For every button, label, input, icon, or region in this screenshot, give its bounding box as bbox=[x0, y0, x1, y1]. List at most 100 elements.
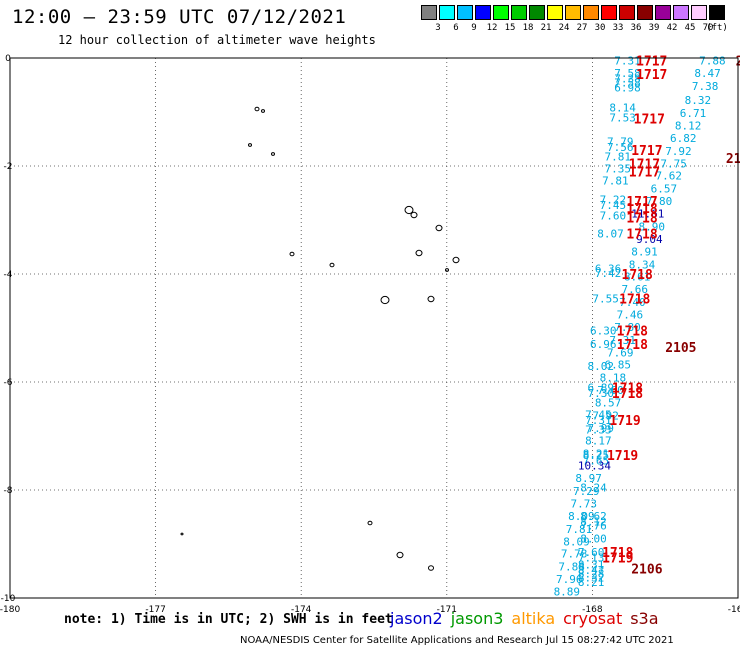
wave-height-value: 8.00 bbox=[580, 533, 607, 546]
wave-height-value: 7.38 bbox=[614, 73, 641, 86]
lat-tick-label: -6 bbox=[4, 378, 13, 388]
wave-height-value: 7.75 bbox=[660, 157, 687, 170]
wave-height-value: 7.96 bbox=[556, 573, 583, 586]
wave-height-value: 7.31 bbox=[585, 414, 612, 427]
satellite-jason2: jason2 bbox=[390, 609, 443, 628]
wave-height-value: 8.21 bbox=[578, 576, 605, 589]
legend-label: 45 bbox=[684, 23, 696, 33]
wave-height-value: 8.07 bbox=[597, 228, 624, 241]
legend-label: 33 bbox=[612, 23, 624, 33]
pass-time-label: 1719 bbox=[602, 552, 633, 567]
wave-height-value: 7.80 bbox=[646, 195, 673, 208]
lat-tick-label: -10 bbox=[1, 594, 16, 604]
wave-height-value: 7.29 bbox=[573, 485, 600, 498]
wave-height-value: 8.17 bbox=[585, 434, 612, 447]
lon-tick-label: -177 bbox=[145, 605, 165, 615]
wave-height-value: 7.99 bbox=[588, 422, 615, 435]
wave-height-value: 7.31 bbox=[609, 334, 636, 347]
wave-height-value: 7.62 bbox=[655, 170, 682, 183]
wave-height-value: 8.14 bbox=[609, 102, 636, 115]
wave-height-value: 8.21 bbox=[583, 447, 610, 460]
wave-height-value: 8.89 bbox=[554, 586, 581, 599]
legend-swatch bbox=[475, 5, 491, 20]
legend-label: 18 bbox=[522, 23, 534, 33]
lat-tick-label: -8 bbox=[4, 486, 13, 496]
wave-height-value: 7.55 bbox=[592, 292, 619, 305]
lat-lon-grid bbox=[10, 58, 738, 598]
pass-time-label: 1717 bbox=[634, 112, 665, 127]
legend-label: 6 bbox=[453, 23, 459, 33]
lat-tick-label: 0 bbox=[5, 54, 11, 64]
wave-height-value: 8.18 bbox=[600, 372, 627, 385]
pass-time-label: 1717 bbox=[629, 165, 660, 180]
islands bbox=[180, 106, 460, 571]
wave-height-value: 7.78 bbox=[561, 548, 588, 561]
pass-time-label: 1718 bbox=[626, 202, 657, 217]
page-title: 12:00 – 23:59 UTC 07/12/2021 bbox=[12, 6, 347, 28]
island-outline bbox=[415, 249, 423, 257]
wave-height-value: 8.57 bbox=[595, 397, 622, 410]
legend-swatch bbox=[583, 5, 599, 20]
legend-label: 27 bbox=[576, 23, 588, 33]
legend-unit: (ft) bbox=[706, 23, 728, 33]
pass-time-label: 1718 bbox=[626, 228, 657, 243]
wave-height-value: 8.62 bbox=[580, 510, 607, 523]
pass-time-label: 1718 bbox=[619, 292, 650, 307]
note-text: note: 1) Time is in UTC; 2) SWH is in fe… bbox=[64, 612, 393, 627]
wave-height-value: 7.66 bbox=[622, 283, 649, 296]
legend-swatch bbox=[565, 5, 581, 20]
wave-height-value: 8.31 bbox=[578, 559, 605, 572]
wave-height-value: 8.09 bbox=[568, 510, 595, 523]
island-outline bbox=[329, 262, 335, 268]
island-outline bbox=[410, 211, 418, 219]
wave-height-value: 7.56 bbox=[607, 141, 634, 154]
wave-height-value: 10.34 bbox=[578, 460, 611, 473]
wave-height-value: 7.53 bbox=[609, 111, 636, 124]
legend-swatch bbox=[439, 5, 455, 20]
pass-time-label: 1718 bbox=[626, 211, 657, 226]
legend-label: 15 bbox=[504, 23, 516, 33]
wave-height-value: 7.60 bbox=[600, 210, 627, 223]
island-outline bbox=[428, 565, 434, 571]
lat-tick-label: -4 bbox=[4, 270, 13, 280]
wave-height-value: 8.12 bbox=[580, 515, 607, 528]
legend-swatch bbox=[619, 5, 635, 20]
pass-time-label: 1718 bbox=[612, 387, 643, 402]
wave-height-value: 8.97 bbox=[575, 472, 602, 485]
wave-height-points: 7.317.587.387.586.988.147.537.797.567.81… bbox=[554, 55, 726, 599]
page-subtitle: 12 hour collection of altimeter wave hei… bbox=[58, 33, 376, 47]
legend-swatch bbox=[493, 5, 509, 20]
island-outline bbox=[254, 106, 260, 112]
legend-label: 24 bbox=[558, 23, 570, 33]
legend-label: 42 bbox=[666, 23, 678, 33]
wave-height-value: 7.38 bbox=[692, 80, 719, 93]
wave-height-value: 7.88 bbox=[558, 561, 585, 574]
wave-height-value: 6.82 bbox=[670, 132, 697, 145]
wave-height-value: 6.30 bbox=[590, 325, 617, 338]
wave-height-value: 6.57 bbox=[651, 183, 678, 196]
s3a-time-label: 2105 bbox=[665, 341, 696, 356]
legend-swatch bbox=[529, 5, 545, 20]
wave-height-value: 6.36 bbox=[595, 263, 622, 276]
wave-height-value: 7.58 bbox=[614, 67, 641, 80]
wave-height-value: 7.69 bbox=[607, 346, 634, 359]
satellite-jason3: jason3 bbox=[450, 609, 504, 628]
island-outline bbox=[248, 143, 252, 147]
wave-height-value: 7.92 bbox=[592, 409, 619, 422]
wave-height-value: 7.42 bbox=[595, 267, 622, 280]
legend-swatch bbox=[673, 5, 689, 20]
wave-height-value: 7.58 bbox=[614, 76, 641, 89]
wave-height-value: 7.22 bbox=[600, 193, 627, 206]
legend-label: 9 bbox=[471, 23, 477, 33]
wave-height-value: 8.61 bbox=[624, 271, 651, 284]
island-outline bbox=[289, 251, 295, 257]
lon-tick-label: -165 bbox=[728, 605, 740, 615]
wave-height-value: 7.81 bbox=[605, 150, 632, 163]
island-outline bbox=[404, 205, 414, 215]
satellite-legend: jason2 jason3 altika cryosat s3a bbox=[390, 609, 667, 628]
wave-height-value: 7.92 bbox=[665, 145, 692, 158]
island-outline bbox=[445, 268, 449, 272]
pass-time-label: 1719 bbox=[607, 449, 638, 464]
legend-label: 39 bbox=[648, 23, 660, 33]
